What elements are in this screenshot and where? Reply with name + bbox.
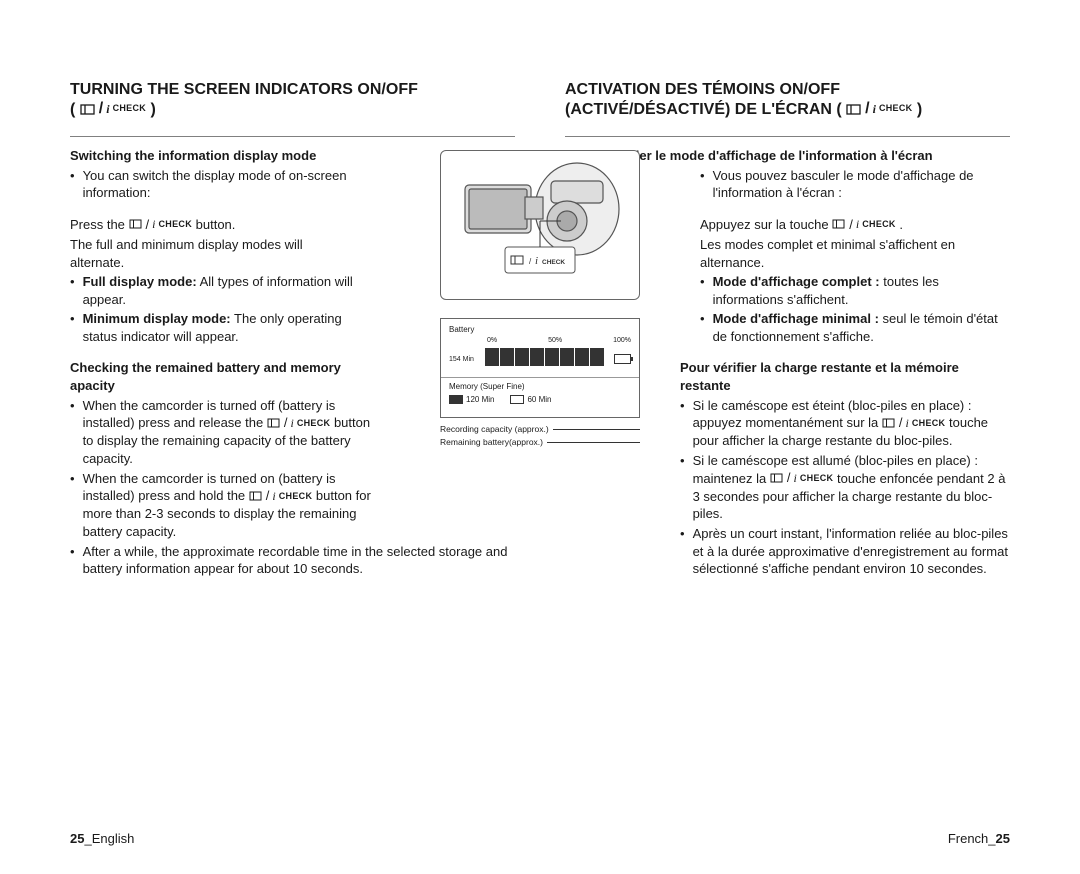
battery-icon — [614, 354, 631, 364]
page-number-fr: 25 — [996, 831, 1010, 846]
heading-fr-close: ) — [917, 101, 922, 118]
memory-card: 60 Min — [510, 395, 551, 404]
caption-recording: Recording capacity (approx.) — [440, 424, 549, 434]
camcorder-svg: / i CHECK — [449, 159, 633, 293]
fr-c3: Après un court instant, l'information re… — [693, 525, 1010, 578]
diagram-captions: Recording capacity (approx.) Remaining b… — [440, 424, 640, 447]
heading-en-close: ) — [151, 101, 156, 118]
fr-b1: Vous pouvez basculer le mode d'affichage… — [713, 167, 1010, 202]
footer-right: French_25 — [948, 831, 1010, 846]
display-check-icon: /iCHECK — [249, 487, 312, 505]
heading-fr-l1: ACTIVATION DES TÉMOINS ON/OFF — [565, 81, 840, 98]
list-item: Après un court instant, l'information re… — [680, 525, 1010, 578]
heading-fr: ACTIVATION DES TÉMOINS ON/OFF (ACTIVÉ/DÉ… — [565, 80, 1010, 124]
lang-fr: French_ — [948, 831, 996, 846]
fr-press-line: Appuyez sur la touche /iCHECK . — [700, 216, 1010, 234]
camcorder-illustration: / i CHECK — [440, 150, 640, 300]
memory-title: Memory (Super Fine) — [449, 382, 631, 391]
battery-percent-row: 0% 50% 100% — [449, 337, 631, 344]
pct-0: 0% — [487, 337, 497, 344]
fr-alt: Les modes complet et minimal s'affichent… — [700, 236, 1010, 271]
caption-battery: Remaining battery(approx.) — [440, 437, 543, 447]
mem-v1: 120 Min — [466, 395, 494, 404]
en-c3: After a while, the approximate recordabl… — [83, 543, 515, 578]
list-item: You can switch the display mode of on-sc… — [70, 167, 360, 202]
center-diagrams: / i CHECK Battery 0% 50% 100% 154 Min Me… — [430, 150, 650, 447]
svg-text:CHECK: CHECK — [542, 259, 565, 266]
page-footer: 25_English French_25 — [70, 831, 1010, 846]
page-number-en: 25 — [70, 831, 84, 846]
heading-rule-en — [70, 136, 515, 137]
list-item: Mode d'affichage minimal : seul le témoi… — [700, 310, 1010, 345]
list-item: Full display mode: All types of informat… — [70, 273, 360, 308]
display-check-icon: /iCHECK — [770, 469, 833, 487]
display-check-icon: /iCHECK — [80, 99, 146, 119]
heading-en-open: ( — [70, 101, 75, 118]
list-item: When the camcorder is turned off (batter… — [70, 397, 380, 468]
list-item: Vous pouvez basculer le mode d'affichage… — [700, 167, 1010, 202]
subhead-en-1: Switching the information display mode — [70, 147, 360, 165]
display-check-icon: /iCHECK — [832, 216, 895, 234]
battery-minutes: 154 Min — [449, 356, 479, 363]
mem-v2: 60 Min — [527, 395, 551, 404]
pct-50: 50% — [548, 337, 562, 344]
list-item: Minimum display mode: The only operating… — [70, 310, 360, 345]
subhead-fr-2: Pour vérifier la charge restante et la m… — [680, 359, 1010, 394]
battery-bars — [485, 348, 604, 366]
footer-left: 25_English — [70, 831, 134, 846]
subhead-en-2: Checking the remained battery and memory… — [70, 359, 380, 394]
list-item: When the camcorder is turned on (battery… — [70, 470, 380, 541]
heading-fr-pre: (ACTIVÉ/DÉSACTIVÉ) DE L'ÉCRAN ( — [565, 101, 842, 118]
memory-internal: 120 Min — [449, 395, 494, 404]
en-press-line: Press the /iCHECK button. — [70, 216, 360, 234]
svg-text:i: i — [535, 255, 538, 267]
list-item: Mode d'affichage complet : toutes les in… — [700, 273, 1010, 308]
battery-title: Battery — [449, 325, 631, 334]
list-item: After a while, the approximate recordabl… — [70, 543, 515, 578]
list-item: Si le caméscope est éteint (bloc-piles e… — [680, 397, 1010, 450]
lang-en: _English — [84, 831, 134, 846]
heading-en-l1: TURNING THE SCREEN INDICATORS ON/OFF — [70, 81, 418, 98]
en-b1: You can switch the display mode of on-sc… — [83, 167, 360, 202]
display-check-icon: /iCHECK — [129, 216, 192, 234]
list-item: Si le caméscope est allumé (bloc-piles e… — [680, 452, 1010, 523]
en-alt: The full and minimum display modes will … — [70, 236, 360, 271]
heading-en: TURNING THE SCREEN INDICATORS ON/OFF ( /… — [70, 80, 515, 124]
display-check-icon: /iCHECK — [882, 414, 945, 432]
battery-panel: Battery 0% 50% 100% 154 Min Memory (Supe… — [440, 318, 640, 418]
heading-rule-fr — [565, 136, 1010, 137]
pct-100: 100% — [613, 337, 631, 344]
display-check-icon: /iCHECK — [846, 99, 912, 119]
display-check-icon: /iCHECK — [267, 414, 330, 432]
